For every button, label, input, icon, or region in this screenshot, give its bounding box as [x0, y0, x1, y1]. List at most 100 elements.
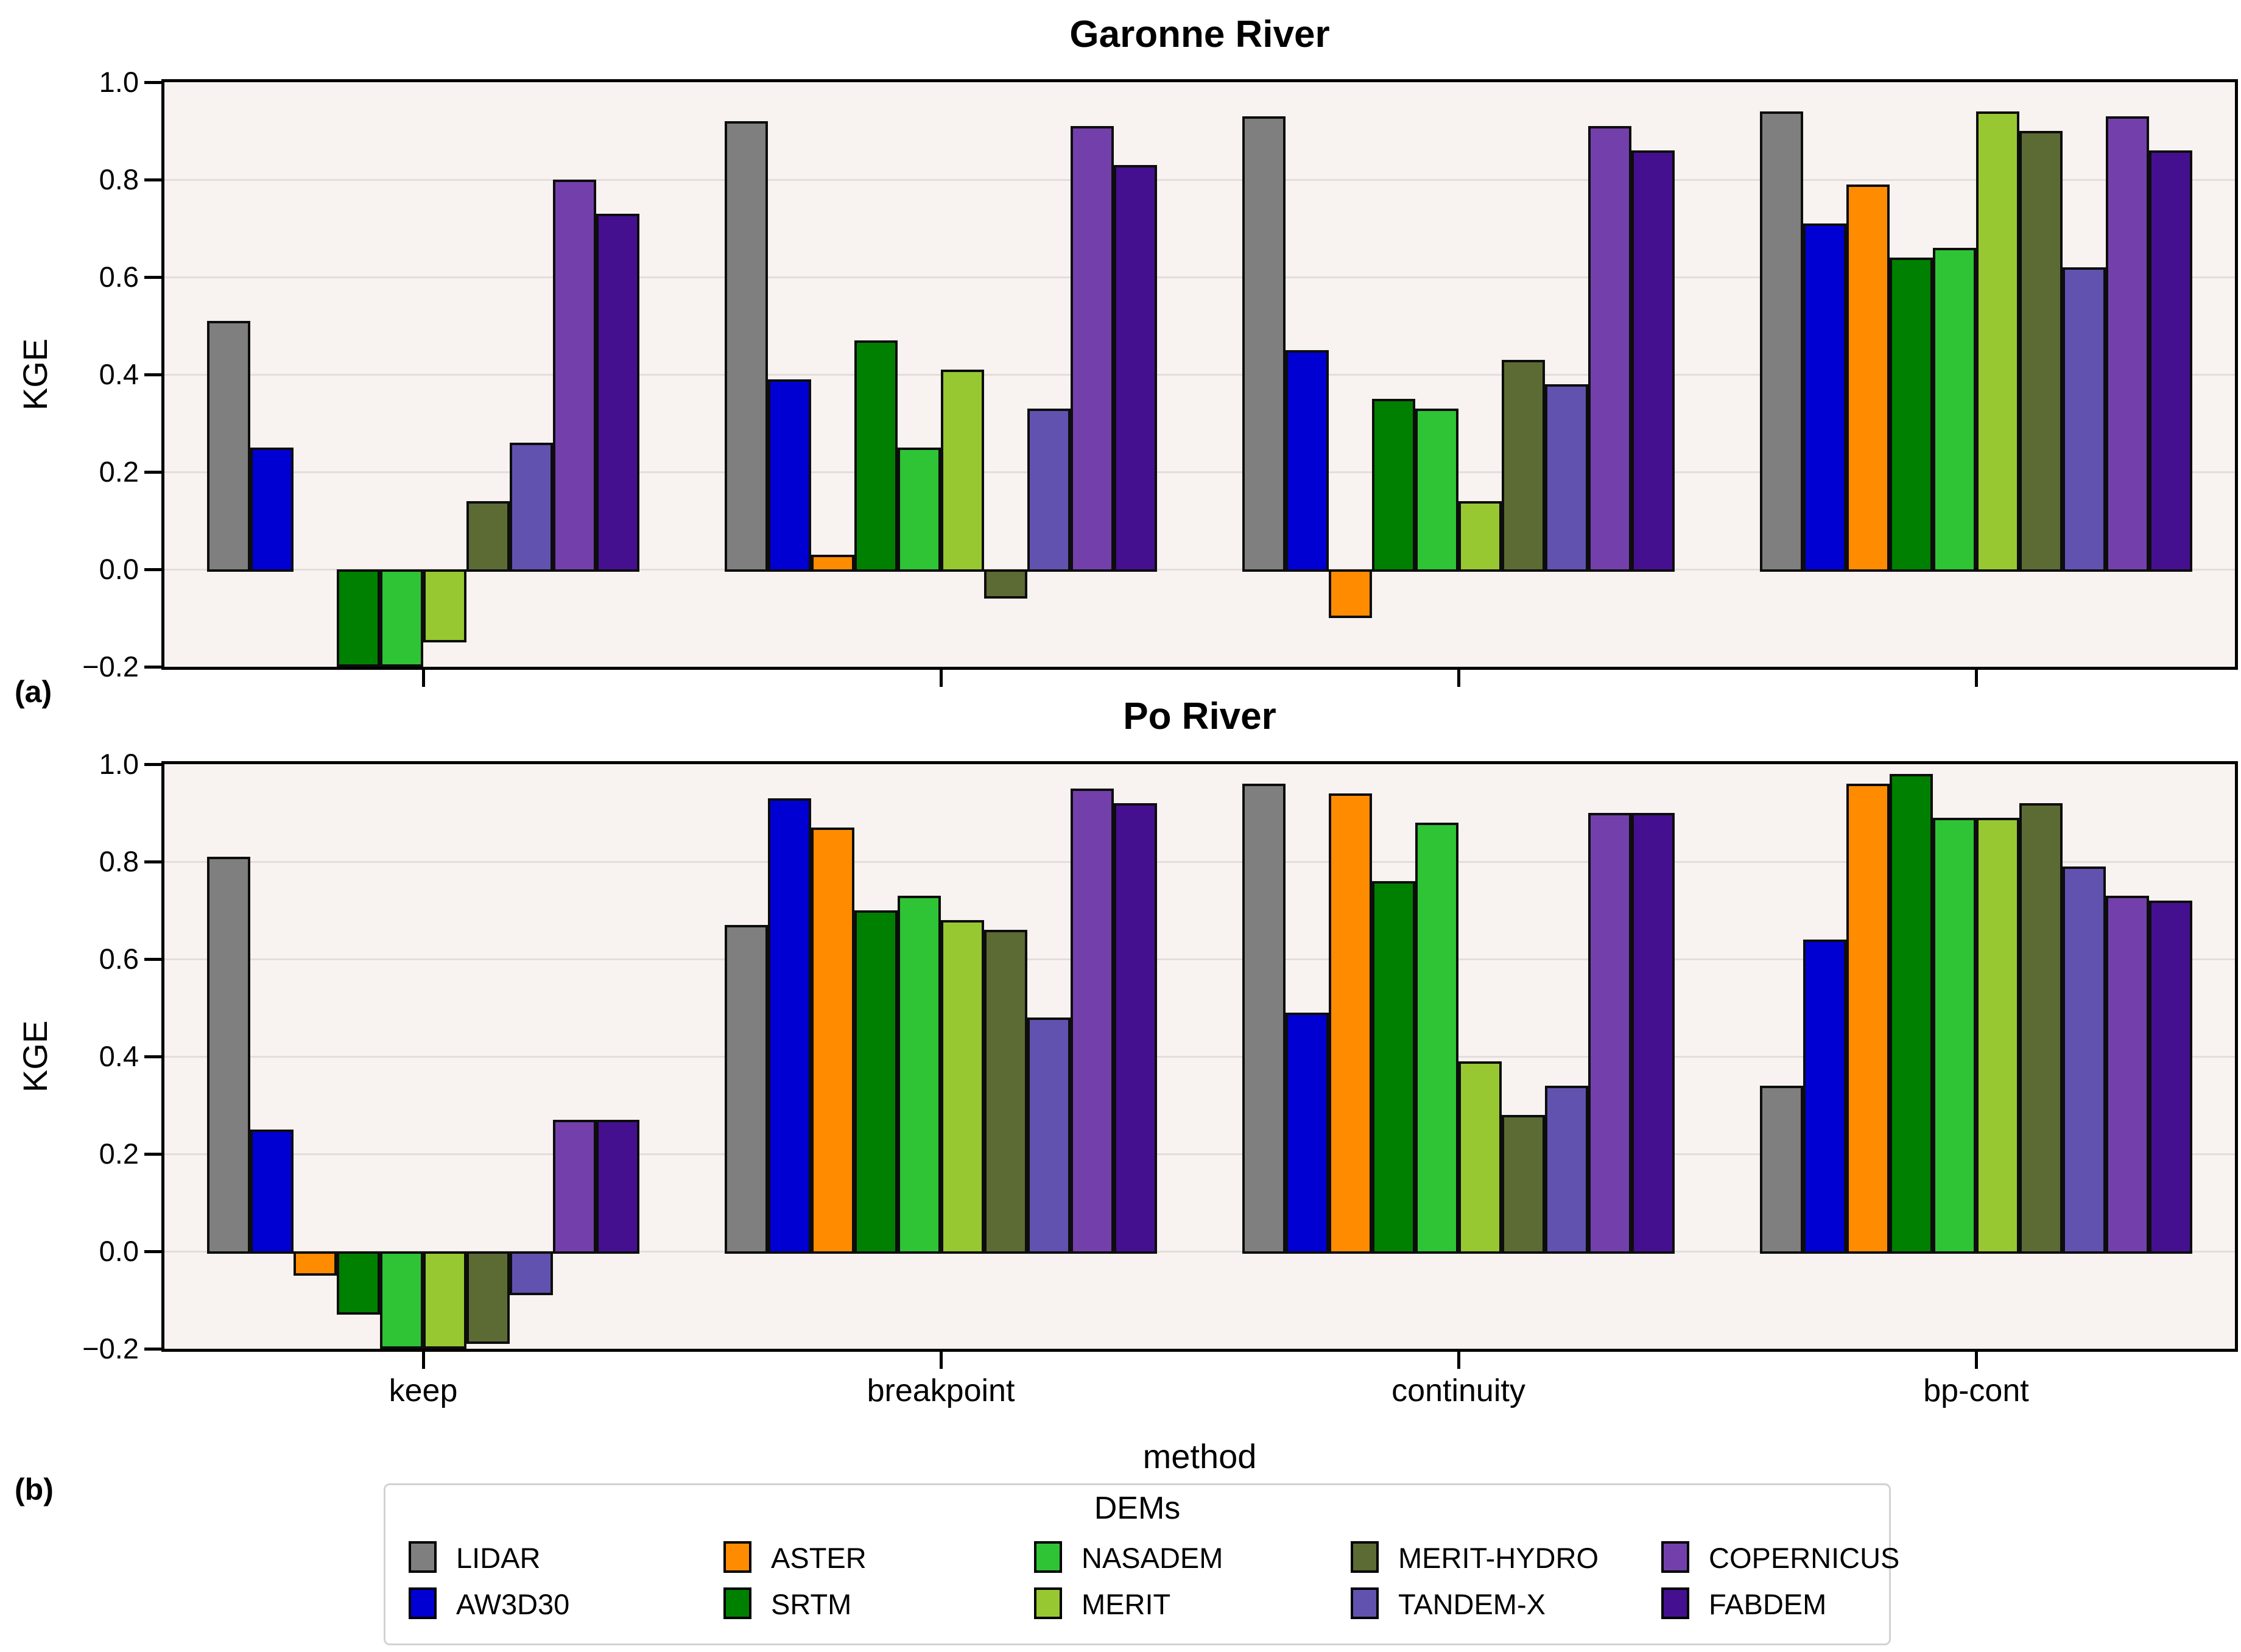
y-tick-mark: [144, 471, 164, 474]
legend-swatch-merit: [1034, 1587, 1062, 1619]
y-tick-mark: [144, 666, 164, 669]
gridline: [164, 179, 2235, 181]
y-tick-label: −0.2: [82, 1332, 139, 1365]
bar-nasadem-breakpoint: [898, 448, 941, 572]
y-tick-label: 0.4: [99, 358, 139, 390]
legend-label: ASTER: [771, 1542, 867, 1574]
chart-title-po: Po River: [1123, 695, 1276, 737]
bar-tandem-x-keep: [510, 1251, 553, 1295]
bar-tandem-x-continuity: [1545, 1086, 1588, 1254]
bar-fabdem-continuity: [1631, 150, 1675, 572]
bar-lidar-keep: [207, 321, 250, 572]
bar-merit-bp-cont: [1976, 111, 2019, 572]
legend-title: DEMs: [1094, 1491, 1181, 1526]
bar-srtm-keep: [337, 569, 380, 667]
y-tick-label: 0.8: [99, 163, 139, 195]
bar-tandem-x-keep: [510, 443, 553, 572]
bar-srtm-keep: [337, 1251, 380, 1315]
legend-item-srtm: SRTM: [723, 1587, 1010, 1620]
legend-swatch-lidar: [409, 1541, 437, 1573]
bar-lidar-keep: [207, 857, 250, 1254]
bar-merit-hydro-breakpoint: [984, 930, 1027, 1254]
bar-nasadem-bp-cont: [1933, 818, 1976, 1254]
bar-merit-continuity: [1458, 501, 1502, 572]
gridline: [164, 958, 2235, 960]
gridline: [164, 861, 2235, 863]
x-tick-mark: [1975, 1352, 1978, 1369]
bar-merit-hydro-continuity: [1502, 1115, 1545, 1254]
y-tick-label: 0.4: [99, 1040, 139, 1072]
bar-srtm-breakpoint: [854, 340, 898, 572]
bar-aw3d30-keep: [250, 448, 294, 572]
bar-merit-hydro-keep: [466, 501, 510, 572]
x-tick-label: bp-cont: [1923, 1373, 2029, 1408]
bar-aw3d30-continuity: [1286, 350, 1329, 572]
legend-item-nasadem: NASADEM: [1034, 1541, 1320, 1574]
panel-label-a: (a): [15, 675, 52, 709]
y-tick-label: 0.2: [99, 1137, 139, 1170]
y-tick-mark: [144, 1348, 164, 1351]
gridline: [164, 471, 2235, 473]
bar-copernicus-keep: [553, 1120, 596, 1254]
bar-tandem-x-breakpoint: [1027, 409, 1071, 572]
legend-label: MERIT-HYDRO: [1398, 1542, 1599, 1574]
y-tick-label: 1.0: [99, 66, 139, 98]
legend-label: COPERNICUS: [1709, 1542, 1900, 1574]
legend-swatch-aw3d30: [409, 1587, 437, 1619]
legend-item-fabdem: FABDEM: [1661, 1587, 1947, 1620]
bar-fabdem-keep: [596, 1120, 639, 1254]
bar-merit-hydro-bp-cont: [2019, 803, 2063, 1254]
legend-item-merit: MERIT: [1034, 1587, 1320, 1620]
legend-swatch-merit-hydro: [1351, 1541, 1379, 1573]
bar-merit-bp-cont: [1976, 818, 2019, 1254]
x-tick-mark: [940, 670, 943, 687]
y-tick-label: 0.6: [99, 261, 139, 293]
bar-nasadem-keep: [380, 1251, 423, 1349]
bar-lidar-breakpoint: [725, 121, 768, 572]
bar-aster-continuity: [1329, 569, 1372, 618]
legend-swatch-copernicus: [1661, 1541, 1689, 1573]
bar-copernicus-breakpoint: [1071, 789, 1114, 1254]
bar-tandem-x-bp-cont: [2063, 866, 2106, 1254]
bar-aw3d30-breakpoint: [768, 379, 811, 572]
bar-merit-hydro-keep: [466, 1251, 510, 1344]
y-tick-mark: [144, 1153, 164, 1156]
bar-aster-breakpoint: [811, 555, 854, 572]
legend-label: AW3D30: [456, 1588, 570, 1620]
bar-copernicus-breakpoint: [1071, 126, 1114, 572]
bar-tandem-x-breakpoint: [1027, 1018, 1071, 1254]
legend-label: SRTM: [771, 1588, 852, 1620]
legend-item-copernicus: COPERNICUS: [1661, 1541, 1947, 1574]
gridline: [164, 1153, 2235, 1155]
bar-copernicus-keep: [553, 180, 596, 572]
legend-item-aster: ASTER: [723, 1541, 1010, 1574]
x-tick-label: continuity: [1391, 1373, 1525, 1408]
bar-nasadem-continuity: [1415, 823, 1458, 1254]
y-tick-mark: [144, 860, 164, 863]
bar-merit-hydro-continuity: [1502, 360, 1545, 572]
bar-merit-continuity: [1458, 1061, 1502, 1254]
bar-merit-hydro-breakpoint: [984, 569, 1027, 599]
x-tick-mark: [422, 1352, 425, 1369]
bar-aster-breakpoint: [811, 828, 854, 1254]
legend-label: MERIT: [1082, 1588, 1171, 1620]
bar-srtm-continuity: [1372, 881, 1415, 1254]
legend-label: FABDEM: [1709, 1588, 1827, 1620]
x-tick-label: breakpoint: [867, 1373, 1015, 1408]
legend-swatch-srtm: [723, 1587, 751, 1619]
y-tick-mark: [144, 81, 164, 84]
bar-aw3d30-continuity: [1286, 1013, 1329, 1254]
bar-nasadem-breakpoint: [898, 896, 941, 1254]
y-tick-mark: [144, 1055, 164, 1058]
bar-srtm-continuity: [1372, 399, 1415, 572]
bar-merit-keep: [423, 1251, 466, 1349]
bar-lidar-breakpoint: [725, 925, 768, 1254]
bar-aster-bp-cont: [1846, 185, 1890, 572]
chart-title-garonne: Garonne River: [1069, 13, 1330, 55]
bar-fabdem-breakpoint: [1114, 803, 1157, 1254]
bar-aw3d30-keep: [250, 1130, 294, 1254]
bar-copernicus-bp-cont: [2106, 116, 2149, 572]
bar-tandem-x-continuity: [1545, 384, 1588, 572]
bar-nasadem-continuity: [1415, 409, 1458, 572]
